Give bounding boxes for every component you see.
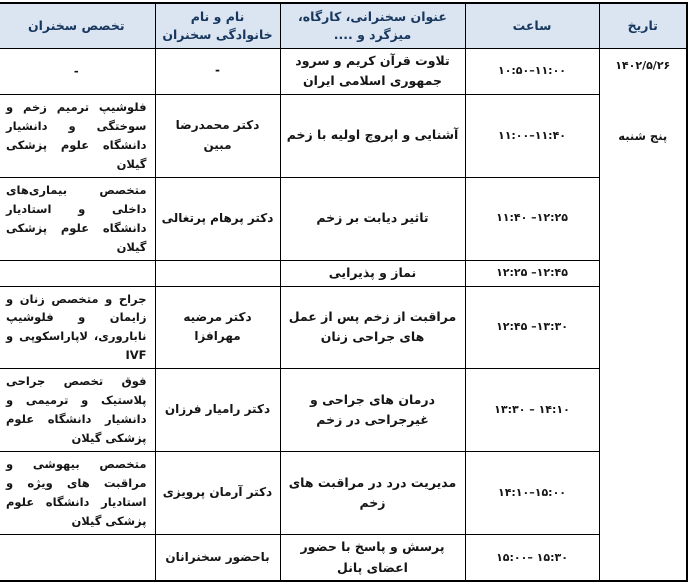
cell-specialty bbox=[0, 534, 156, 582]
cell-time: ۱۳:۳۰ – ۱۴:۱۰ bbox=[464, 368, 600, 453]
cell-time: ۱۲:۴۵ –۱۳:۳۰ bbox=[464, 285, 600, 370]
cell-title: آشنایی و اپروچ اولیه با زخم bbox=[279, 93, 466, 178]
cell-name: - bbox=[154, 47, 281, 95]
cell-specialty: جراح و متخصص زنان و زایمان و فلوشیپ نابا… bbox=[0, 285, 156, 370]
cell-title: مدیریت درد در مراقبت های زخم bbox=[279, 451, 466, 536]
cell-title: نماز و پذیرایی bbox=[279, 259, 466, 287]
cell-time: ۱۵:۰۰– ۱۵:۳۰ bbox=[464, 534, 600, 582]
header-title: عنوان سخنرانی، کارگاه، میزگرد و .... bbox=[279, 2, 466, 49]
header-specialty: تخصص سخنران bbox=[0, 2, 156, 49]
table-row: ۱۲:۲۵ –۱۲:۴۵ نماز و پذیرایی bbox=[0, 259, 687, 287]
table-row: ۱۴:۱۰–۱۵:۰۰ مدیریت درد در مراقبت های زخم… bbox=[0, 451, 687, 536]
table-row: ۱۴۰۲/۵/۲۶ پنج شنبه ۱۰:۵۰–۱۱:۰۰ تلاوت قرآ… bbox=[0, 47, 688, 582]
header-date: تاریخ bbox=[598, 2, 688, 49]
cell-time: ۱۲:۲۵ –۱۲:۴۵ bbox=[464, 259, 600, 287]
cell-time: ۱۴:۱۰–۱۵:۰۰ bbox=[464, 451, 600, 536]
table-row: ۱۳:۳۰ – ۱۴:۱۰ درمان های جراحی و غیرجراحی… bbox=[0, 368, 687, 453]
table-row: ۱۲:۴۵ –۱۳:۳۰ مراقبت از زخم پس از عمل های… bbox=[0, 285, 687, 370]
header-row: تاریخ ساعت عنوان سخنرانی، کارگاه، میزگرد… bbox=[0, 2, 688, 49]
cell-name: دکتر مرضیه مهرافزا bbox=[154, 285, 281, 370]
cell-specialty: متخصص بیهوشی و مراقبت های ویژه و استادیا… bbox=[0, 451, 156, 536]
table-row: ۱۱:۰۰–۱۱:۴۰ آشنایی و اپروچ اولیه با زخم … bbox=[0, 93, 687, 178]
table-row: ۱۱:۴۰ –۱۲:۲۵ تاثیر دیابت بر زخم دکتر پره… bbox=[0, 176, 687, 261]
cell-name bbox=[154, 259, 281, 287]
weekday-value: پنج شنبه bbox=[618, 128, 668, 143]
cell-title: درمان های جراحی و غیرجراحی در زخم bbox=[279, 368, 466, 453]
cell-name: دکتر رامیار فرزان bbox=[154, 368, 281, 453]
header-name: نام و نام خانوادگی سخنران bbox=[154, 2, 281, 49]
header-time: ساعت bbox=[464, 2, 600, 49]
cell-time: ۱۰:۵۰–۱۱:۰۰ bbox=[464, 47, 600, 95]
cell-name: دکتر پرهام پرتغالی bbox=[154, 176, 281, 261]
cell-title: تلاوت قرآن کریم و سرود جمهوری اسلامی ایر… bbox=[279, 47, 466, 95]
table-row: ۱۵:۰۰– ۱۵:۳۰ پرسش و پاسخ با حضور اعضای پ… bbox=[0, 534, 687, 582]
date-value: ۱۴۰۲/۵/۲۶ bbox=[615, 58, 671, 72]
cell-title: پرسش و پاسخ با حضور اعضای پانل bbox=[279, 534, 466, 582]
cell-specialty: فلوشیپ ترمیم زخم و سوختگی و دانشیار دانش… bbox=[0, 93, 156, 178]
cell-time: ۱۱:۴۰ –۱۲:۲۵ bbox=[464, 176, 600, 261]
cell-name: دکتر محمدرضا مبین bbox=[154, 93, 281, 178]
cell-title: مراقبت از زخم پس از عمل های جراحی زنان bbox=[279, 285, 466, 370]
cell-title: تاثیر دیابت بر زخم bbox=[279, 176, 466, 261]
cell-specialty: - bbox=[0, 47, 156, 95]
cell-specialty bbox=[0, 259, 156, 287]
cell-name: دکتر آرمان پرویزی bbox=[154, 451, 281, 536]
date-cell: ۱۴۰۲/۵/۲۶ پنج شنبه bbox=[598, 47, 688, 582]
cell-specialty: متخصص بیماری‌های داخلی و استادیار دانشگا… bbox=[0, 176, 156, 261]
cell-name: باحضور سخنرانان bbox=[154, 534, 281, 582]
cell-specialty: فوق تخصص جراحی پلاستیک و ترمیمی و دانشیا… bbox=[0, 368, 156, 453]
cell-time: ۱۱:۰۰–۱۱:۴۰ bbox=[464, 93, 600, 178]
